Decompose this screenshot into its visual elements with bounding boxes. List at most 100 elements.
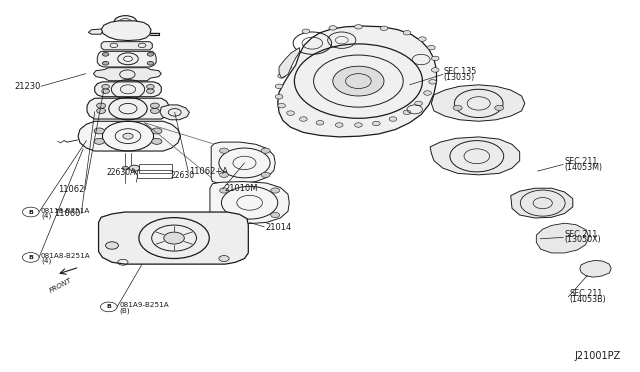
Text: 08118-B351A: 08118-B351A [41,208,90,214]
Circle shape [220,148,228,153]
Polygon shape [431,85,525,121]
Polygon shape [536,223,589,253]
Polygon shape [279,48,300,78]
Polygon shape [430,137,520,175]
Text: (4): (4) [41,258,51,264]
Circle shape [495,105,504,110]
Circle shape [415,101,422,106]
Circle shape [152,128,162,134]
Circle shape [94,138,104,144]
Text: (4): (4) [41,212,51,219]
Text: B: B [28,209,33,215]
Circle shape [355,25,362,29]
Circle shape [102,52,109,56]
Circle shape [22,207,39,217]
Circle shape [355,123,362,127]
Text: (14053M): (14053M) [564,163,603,171]
Text: J21001PZ: J21001PZ [575,352,621,361]
Circle shape [150,108,159,113]
Circle shape [275,94,283,99]
Circle shape [424,91,431,95]
Polygon shape [160,105,189,120]
Text: SEC.211: SEC.211 [564,230,598,239]
Polygon shape [95,82,161,97]
Text: 081A9-B251A: 081A9-B251A [119,302,169,308]
Circle shape [100,302,117,312]
Circle shape [123,133,133,139]
Circle shape [278,103,285,108]
Text: 21230: 21230 [14,82,40,91]
Text: 11062+A: 11062+A [189,167,228,176]
Polygon shape [511,188,573,218]
Circle shape [102,84,109,89]
Text: B: B [28,255,33,260]
Circle shape [429,80,436,84]
Circle shape [102,89,109,93]
Text: SEC.211: SEC.211 [570,289,603,298]
Circle shape [275,84,283,89]
Circle shape [300,117,307,121]
Text: B: B [106,304,111,310]
Circle shape [403,31,411,35]
Circle shape [220,212,228,218]
Polygon shape [93,68,161,81]
Circle shape [129,165,140,171]
Bar [139,164,172,173]
Circle shape [271,212,280,218]
Circle shape [302,29,310,33]
Text: (13050X): (13050X) [564,235,601,244]
Text: 081A8-B251A: 081A8-B251A [41,253,91,259]
Circle shape [22,253,39,262]
Circle shape [403,110,411,115]
Polygon shape [99,212,248,264]
Text: FRONT: FRONT [49,277,73,294]
Circle shape [428,45,435,50]
Circle shape [329,26,337,30]
Circle shape [284,65,292,69]
Text: SEC.211: SEC.211 [564,157,598,166]
Circle shape [147,52,154,56]
Circle shape [287,111,294,115]
Text: (14053B): (14053B) [570,295,606,304]
Circle shape [380,26,388,31]
Text: 11062: 11062 [58,185,84,194]
Circle shape [122,166,129,170]
Polygon shape [78,121,180,151]
Text: SEC.135: SEC.135 [444,67,477,76]
Circle shape [106,242,118,249]
Circle shape [419,37,426,41]
Circle shape [261,148,270,153]
Circle shape [278,74,285,78]
Circle shape [97,103,106,108]
Circle shape [102,61,109,65]
Polygon shape [278,26,436,137]
Circle shape [220,172,228,177]
Polygon shape [88,29,102,34]
Text: 22630: 22630 [171,171,195,180]
Circle shape [316,121,324,125]
Circle shape [372,121,380,126]
Circle shape [271,188,280,193]
Circle shape [114,16,137,29]
Text: 21010M: 21010M [224,185,257,193]
Polygon shape [210,182,289,224]
Circle shape [164,232,184,244]
Circle shape [453,105,462,110]
Polygon shape [580,260,611,277]
Circle shape [220,188,228,193]
Text: 22630A: 22630A [107,168,136,177]
Circle shape [147,61,154,65]
Circle shape [333,66,384,96]
Polygon shape [211,142,275,184]
Circle shape [431,68,439,72]
Circle shape [219,256,229,262]
Text: 11060: 11060 [54,209,81,218]
Bar [137,170,172,178]
Circle shape [335,123,343,127]
Circle shape [150,103,159,108]
Polygon shape [101,21,151,41]
Circle shape [147,84,154,89]
Text: (B): (B) [119,307,130,314]
Text: (13035): (13035) [444,73,475,81]
Polygon shape [101,42,152,50]
